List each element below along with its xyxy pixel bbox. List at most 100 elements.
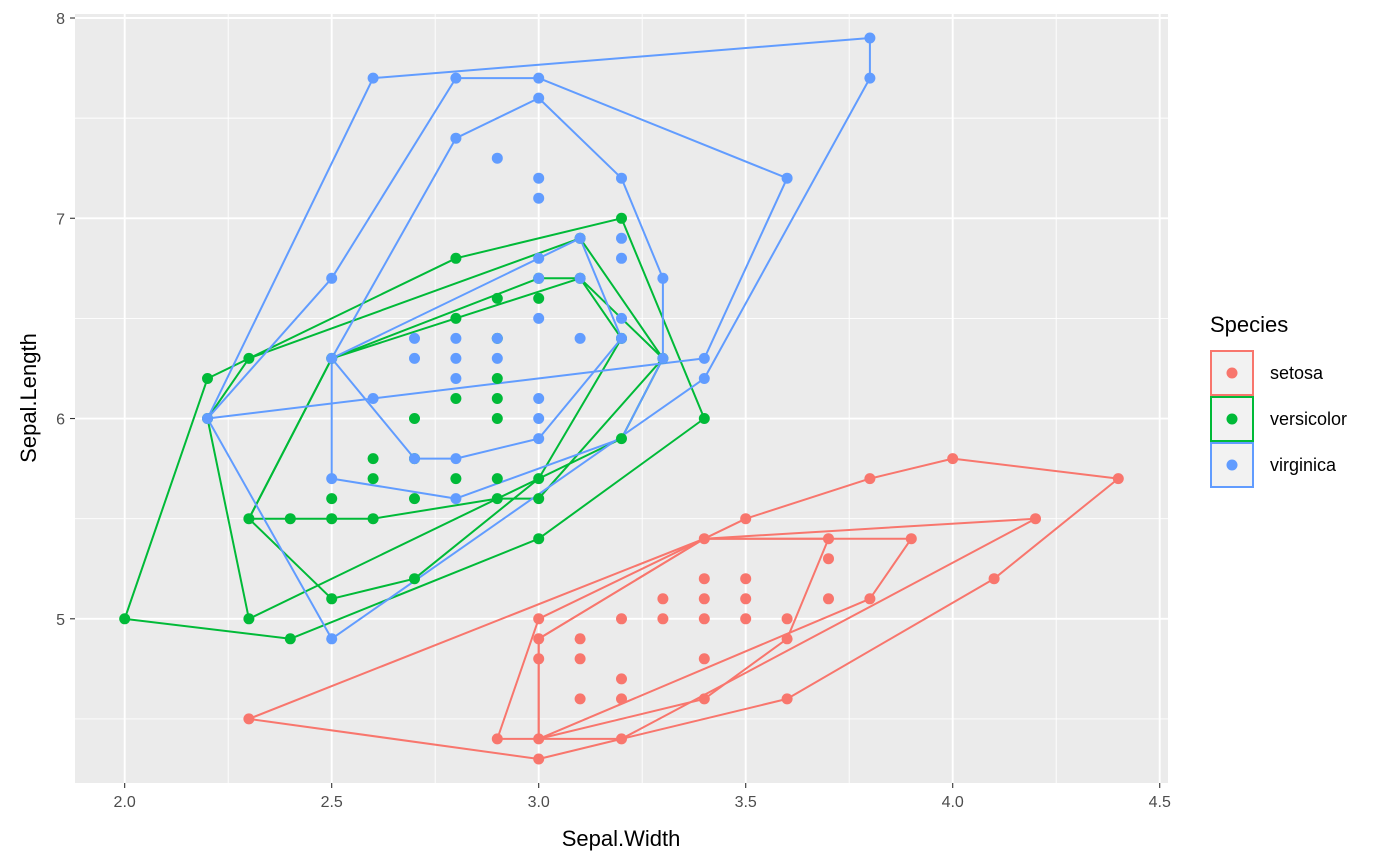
virginica-point: [450, 352, 462, 364]
versicolor-point: [491, 473, 503, 485]
setosa-point: [574, 653, 586, 665]
y-tick-label: 8: [56, 11, 65, 28]
virginica-point: [533, 172, 545, 184]
setosa-point: [740, 573, 752, 585]
setosa-point: [698, 613, 710, 625]
versicolor-point: [409, 573, 420, 585]
virginica-point: [616, 312, 627, 324]
x-tick-label: 2.5: [321, 794, 343, 811]
virginica-point: [574, 332, 586, 344]
versicolor-point: [491, 493, 503, 505]
setosa-point: [864, 473, 876, 485]
setosa-point: [657, 613, 669, 625]
virginica-point: [409, 332, 420, 344]
versicolor-point: [367, 513, 379, 525]
setosa-point: [698, 573, 710, 585]
virginica-point: [367, 393, 379, 404]
setosa-point: [740, 613, 752, 625]
virginica-point: [533, 433, 545, 445]
virginica-point: [533, 272, 545, 284]
versicolor-point: [533, 493, 545, 505]
virginica-point: [533, 393, 545, 404]
y-tick-label: 5: [56, 612, 65, 629]
virginica-point: [698, 352, 710, 364]
setosa-point: [533, 633, 545, 645]
versicolor-point: [533, 533, 545, 545]
legend-title: Species: [1210, 312, 1288, 337]
virginica-point: [409, 352, 420, 364]
virginica-point: [533, 192, 545, 204]
versicolor-point: [284, 633, 296, 645]
versicolor-point: [450, 312, 462, 324]
versicolor-point: [698, 413, 710, 424]
virginica-point: [450, 373, 462, 384]
versicolor-point: [409, 413, 420, 424]
virginica-point: [616, 232, 627, 244]
virginica-point: [657, 272, 669, 284]
versicolor-point: [326, 493, 338, 505]
setosa-point: [864, 593, 876, 605]
versicolor-point: [450, 473, 462, 485]
virginica-point: [657, 352, 669, 364]
virginica-point: [202, 413, 213, 424]
setosa-point: [698, 593, 710, 605]
legend-marker-virginica: [1226, 459, 1238, 471]
legend-label-setosa: setosa: [1270, 363, 1324, 383]
virginica-point: [574, 232, 586, 244]
virginica-point: [781, 172, 793, 184]
virginica-point: [616, 332, 627, 344]
setosa-point: [740, 513, 752, 525]
virginica-point: [533, 72, 545, 84]
legend-label-virginica: virginica: [1270, 455, 1337, 475]
legend-marker-versicolor: [1226, 413, 1238, 425]
plot-panel: [75, 14, 1168, 783]
virginica-point: [326, 473, 338, 485]
versicolor-point: [450, 393, 462, 404]
virginica-point: [450, 132, 462, 144]
virginica-point: [326, 633, 338, 645]
versicolor-point: [326, 513, 338, 525]
versicolor-point: [616, 212, 627, 224]
setosa-point: [698, 653, 710, 665]
versicolor-point: [243, 513, 255, 525]
setosa-point: [533, 653, 545, 665]
data-points: [119, 32, 1124, 765]
setosa-point: [781, 633, 793, 645]
setosa-point: [988, 573, 1000, 585]
virginica-point: [367, 72, 379, 84]
virginica-point: [616, 172, 627, 184]
x-axis-title: Sepal.Width: [562, 826, 681, 851]
setosa-point: [1112, 473, 1124, 485]
virginica-point: [864, 72, 876, 84]
legend-marker-setosa: [1226, 367, 1238, 379]
versicolor-point: [243, 613, 255, 625]
versicolor-point: [202, 373, 213, 384]
setosa-point: [491, 733, 503, 745]
virginica-point: [533, 312, 545, 324]
versicolor-point: [409, 493, 420, 505]
versicolor-point: [119, 613, 131, 625]
setosa-point: [905, 533, 917, 545]
setosa-point: [243, 713, 255, 725]
setosa-point: [947, 453, 959, 465]
axes: 2.0 2.5 3.0 3.5 4.0 4.5 5 6 7 8: [56, 11, 1171, 811]
virginica-point: [574, 272, 586, 284]
versicolor-point: [326, 593, 338, 605]
setosa-point: [616, 733, 627, 745]
versicolor-point: [533, 292, 545, 304]
x-tick-label: 4.5: [1149, 794, 1171, 811]
x-tick-label: 4.0: [942, 794, 964, 811]
setosa-point: [533, 753, 545, 765]
virginica-point: [491, 152, 503, 164]
setosa-point: [781, 613, 793, 625]
versicolor-point: [533, 473, 545, 485]
setosa-point: [823, 593, 834, 605]
versicolor-point: [491, 413, 503, 424]
versicolor-point: [367, 453, 379, 465]
virginica-point: [326, 272, 338, 284]
setosa-point: [574, 633, 586, 645]
setosa-point: [533, 613, 545, 625]
virginica-point: [533, 252, 545, 264]
virginica-hull: [330, 97, 664, 500]
